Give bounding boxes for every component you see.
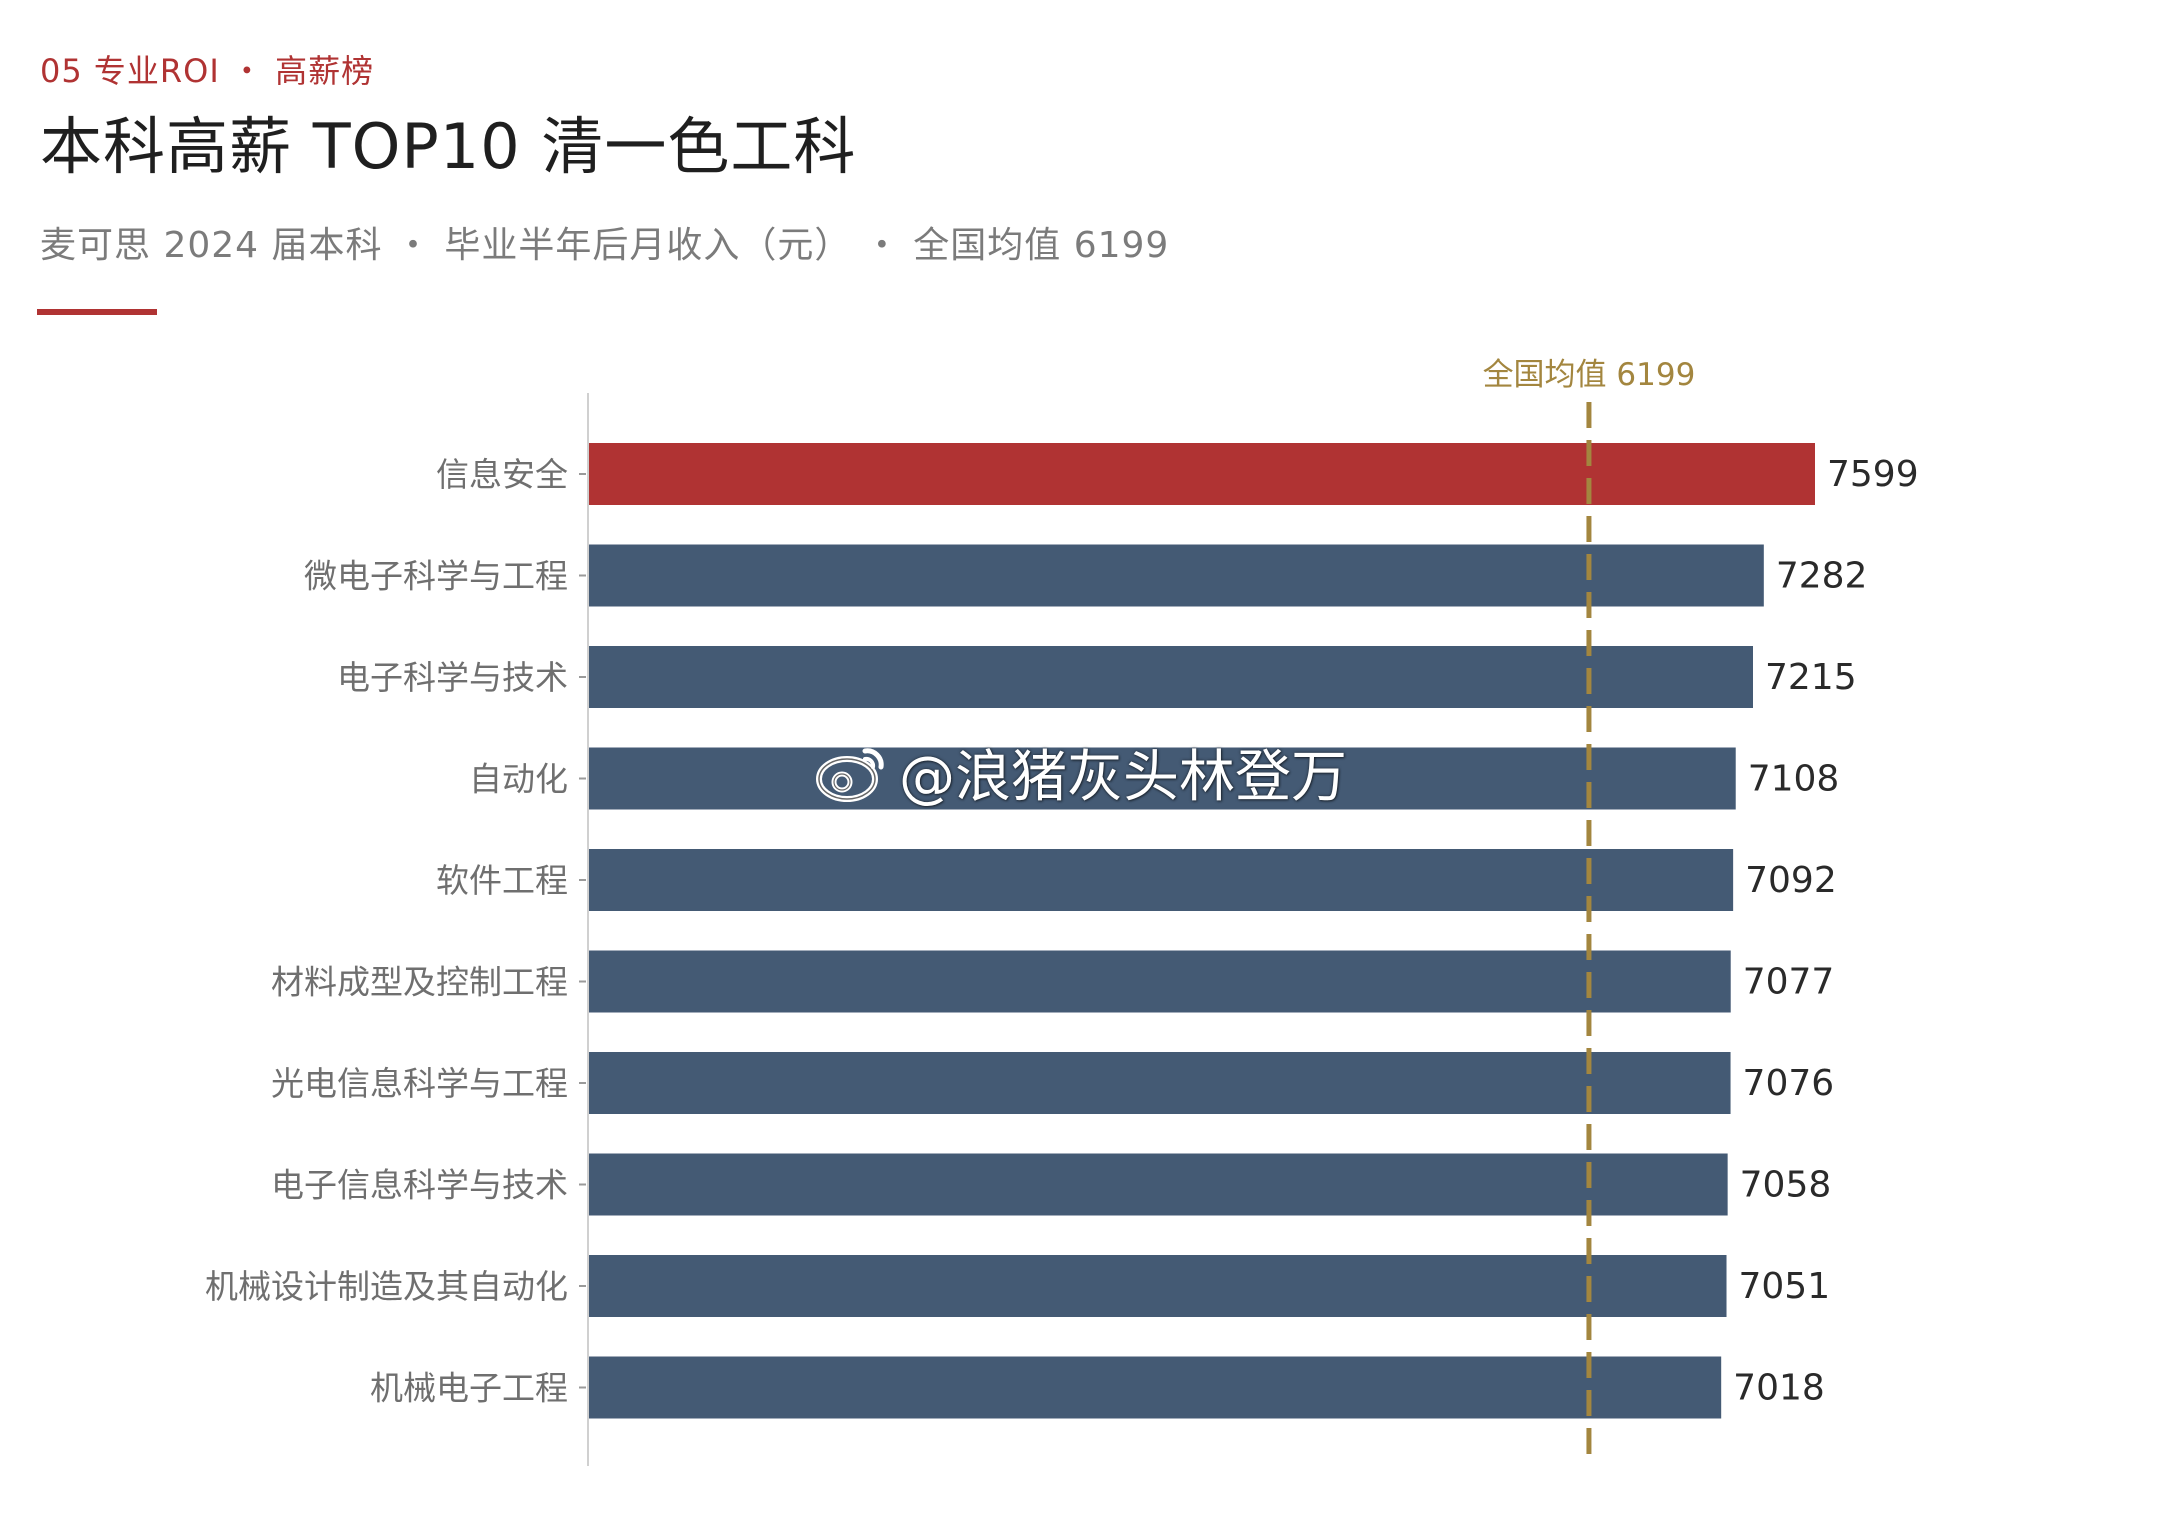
value-label-10: 7018 bbox=[1733, 1368, 1825, 1409]
reference-label: 全国均值 6199 bbox=[1483, 357, 1696, 393]
value-label-5: 7092 bbox=[1745, 860, 1837, 901]
category-label-8: 电子信息科学与技术 bbox=[271, 1166, 568, 1205]
category-label-1: 信息安全 bbox=[436, 455, 568, 494]
axis-layer: 信息安全微电子科学与工程电子科学与技术自动化软件工程材料成型及控制工程光电信息科… bbox=[205, 393, 589, 1466]
bar-6 bbox=[588, 950, 1731, 1013]
bar-4 bbox=[588, 747, 1736, 810]
accent-divider bbox=[37, 309, 157, 315]
section-kicker: 05 专业ROI ・ 高薪榜 bbox=[40, 52, 375, 90]
value-label-2: 7282 bbox=[1776, 556, 1868, 597]
category-label-6: 材料成型及控制工程 bbox=[271, 963, 568, 1002]
bar-7 bbox=[588, 1052, 1731, 1114]
category-label-5: 软件工程 bbox=[436, 861, 568, 900]
bar-3 bbox=[588, 646, 1753, 708]
bars-layer: 7599 7282 7215 7108 7092 7077 7076 7058 7051 7018 bbox=[588, 443, 1919, 1419]
category-label-3: 电子科学与技术 bbox=[337, 658, 568, 697]
category-label-7: 光电信息科学与工程 bbox=[271, 1064, 568, 1103]
category-label-10: 机械电子工程 bbox=[370, 1369, 568, 1408]
bar-10 bbox=[588, 1356, 1722, 1419]
bar-9 bbox=[588, 1255, 1727, 1317]
value-label-6: 7077 bbox=[1743, 962, 1835, 1003]
category-label-2: 微电子科学与工程 bbox=[304, 557, 568, 596]
value-label-7: 7076 bbox=[1743, 1063, 1835, 1104]
bar-8 bbox=[588, 1153, 1728, 1216]
chart-subtitle: 麦可思 2024 届本科 ・ 毕业半年后月收入（元） ・ 全国均值 6199 bbox=[40, 225, 1170, 266]
bar-5 bbox=[588, 849, 1734, 911]
bar-2 bbox=[588, 544, 1764, 607]
category-label-9: 机械设计制造及其自动化 bbox=[205, 1267, 568, 1306]
value-label-1: 7599 bbox=[1827, 454, 1919, 495]
value-label-9: 7051 bbox=[1739, 1266, 1831, 1307]
bar-1 bbox=[588, 443, 1815, 505]
page-title: 本科高薪 TOP10 清一色工科 bbox=[40, 110, 857, 183]
value-label-4: 7108 bbox=[1748, 759, 1840, 800]
value-label-3: 7215 bbox=[1765, 657, 1857, 698]
value-label-8: 7058 bbox=[1740, 1165, 1832, 1206]
reference-layer: 全国均值 6199 bbox=[1483, 357, 1696, 1466]
category-label-4: 自动化 bbox=[469, 760, 568, 799]
